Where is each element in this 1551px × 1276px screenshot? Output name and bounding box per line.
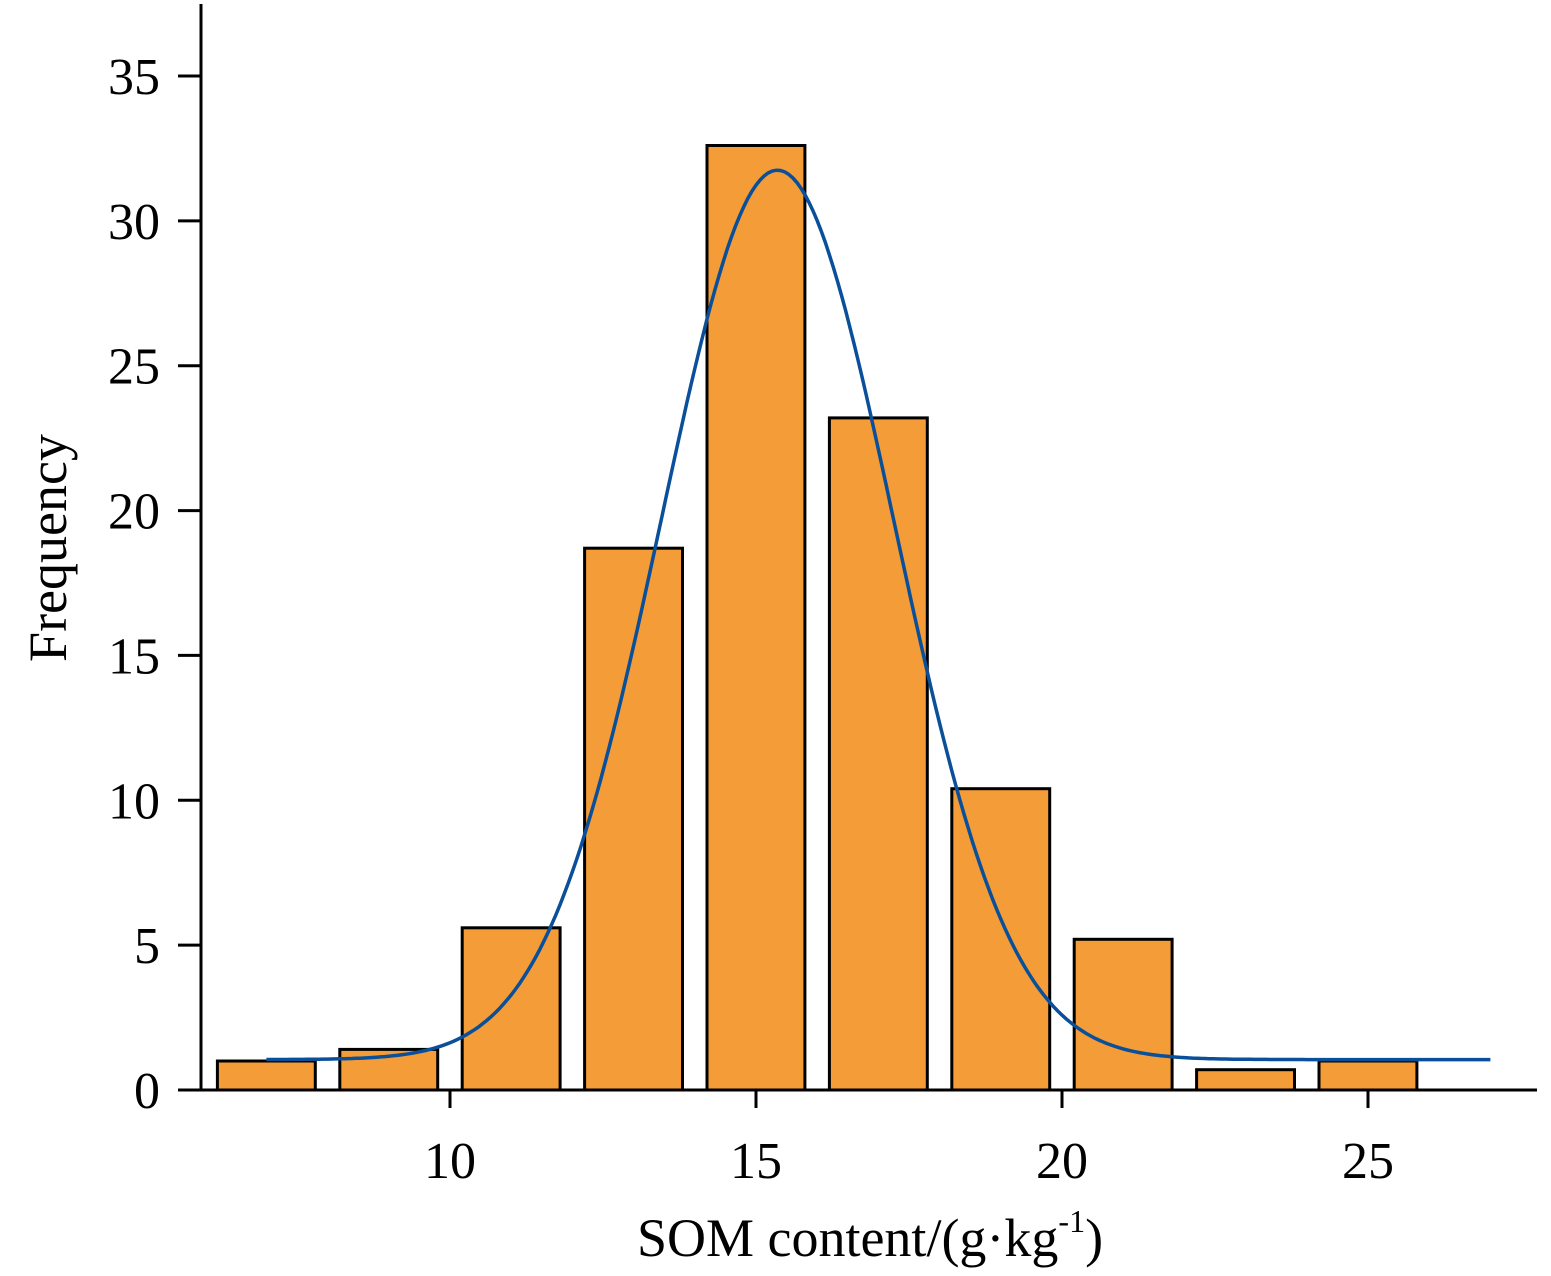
histogram-bar-7 [950,787,1052,1092]
y-tick-label-35: 35 [108,49,160,106]
histogram-bar-5 [705,144,807,1092]
y-tick-label-5: 5 [134,918,160,975]
histogram-bar-1 [215,1059,317,1092]
histogram-bars [215,144,1419,1092]
x-axis-title-superscript: -1 [1058,1203,1085,1239]
histogram-bar-8 [1072,937,1174,1092]
y-axis-title: Frequency [18,434,78,662]
x-tick-label-20: 20 [1036,1133,1088,1190]
y-tick-label-30: 30 [108,194,160,251]
histogram-bar-10 [1317,1059,1419,1092]
y-tick-label-20: 20 [108,484,160,541]
x-tick-label-15: 15 [730,1133,782,1190]
x-tick-label-25: 25 [1342,1133,1394,1190]
y-axis-ticks: 0 5 10 15 20 25 30 35 [108,49,201,1120]
histogram-bar-6 [827,416,929,1092]
histogram-bar-9 [1195,1068,1296,1092]
fit-curve-layer [266,168,1491,1062]
y-tick-label-15: 15 [108,628,160,685]
y-tick-label-25: 25 [108,339,160,396]
x-axis-ticks: 10 15 20 25 [424,1090,1394,1190]
x-axis-title: SOM content/(g·kg-1) [637,1203,1103,1268]
x-tick-label-10: 10 [424,1133,476,1190]
x-axis-title-main: SOM content/(g·kg [637,1208,1058,1268]
x-axis-title-close: ) [1085,1208,1103,1268]
y-tick-label-0: 0 [134,1063,160,1120]
y-tick-label-10: 10 [108,773,160,830]
axes [178,4,1537,1092]
histogram-bar-4 [583,546,684,1092]
histogram-bar-3 [460,926,562,1092]
normal-fit-curve [266,168,1491,1062]
